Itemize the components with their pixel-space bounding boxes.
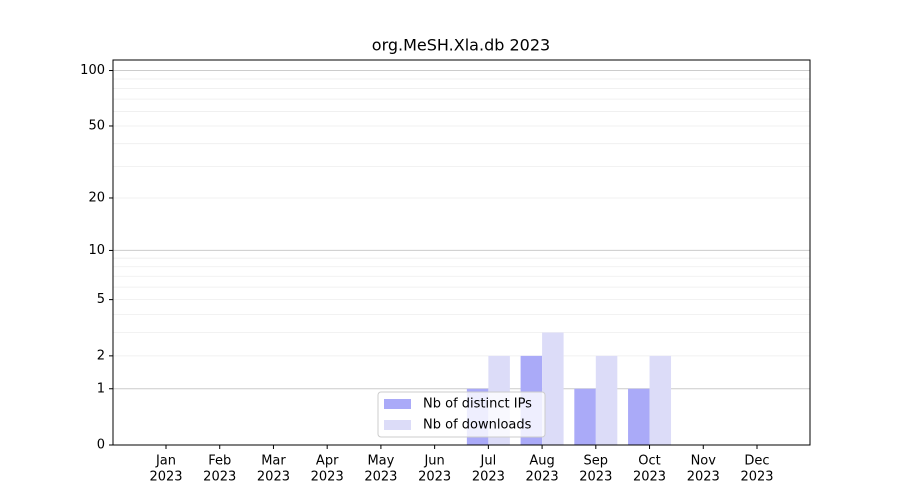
legend-label: Nb of distinct IPs xyxy=(423,397,532,412)
x-tick-sublabel: 2023 xyxy=(364,470,397,485)
legend-swatch xyxy=(384,420,411,430)
x-tick-sublabel: 2023 xyxy=(633,470,666,485)
x-tick-label: Mar xyxy=(261,454,286,469)
legend-swatch xyxy=(384,399,411,409)
x-tick-sublabel: 2023 xyxy=(311,470,344,485)
bar xyxy=(628,388,650,445)
chart-title: org.MeSH.Xla.db 2023 xyxy=(372,36,550,55)
x-tick-label: Nov xyxy=(691,454,717,469)
x-tick-sublabel: 2023 xyxy=(687,470,720,485)
bar xyxy=(542,332,564,445)
y-tick-label: 100 xyxy=(80,63,105,78)
grid xyxy=(113,70,810,390)
plot-frame xyxy=(112,59,811,446)
x-tick-label: Feb xyxy=(208,454,231,469)
x-tick-sublabel: 2023 xyxy=(257,470,290,485)
x-tick-sublabel: 2023 xyxy=(149,470,182,485)
x-tick-sublabel: 2023 xyxy=(418,470,451,485)
x-tick-sublabel: 2023 xyxy=(472,470,505,485)
x-tick-label: Jan xyxy=(155,454,176,469)
y-tick-label: 10 xyxy=(88,243,105,258)
y-tick-label: 5 xyxy=(97,292,105,307)
legend-label: Nb of downloads xyxy=(423,418,532,433)
bar xyxy=(649,355,672,445)
x-tick-label: Aug xyxy=(529,454,554,469)
y-tick-label: 1 xyxy=(97,381,105,396)
x-tick-sublabel: 2023 xyxy=(740,470,773,485)
x-tick-label: Jul xyxy=(480,454,497,469)
x-tick-label: Sep xyxy=(584,454,609,469)
x-tick-sublabel: 2023 xyxy=(203,470,236,485)
bar xyxy=(595,355,618,445)
x-tick-label: May xyxy=(367,454,394,469)
bar xyxy=(574,388,596,445)
x-tick-label: Apr xyxy=(316,454,339,469)
legend-box xyxy=(377,391,546,438)
x-tick-label: Jun xyxy=(423,454,444,469)
y-tick-label: 50 xyxy=(88,118,105,133)
legend: Nb of distinct IPs Nb of downloads xyxy=(377,391,546,438)
x-tick-label: Dec xyxy=(744,454,769,469)
y-tick-label: 2 xyxy=(97,348,105,363)
x-tick-sublabel: 2023 xyxy=(579,470,612,485)
y-tick-label: 0 xyxy=(97,438,105,453)
x-tick-label: Oct xyxy=(638,454,660,469)
x-tick-sublabel: 2023 xyxy=(526,470,559,485)
y-tick-label: 20 xyxy=(88,190,105,205)
